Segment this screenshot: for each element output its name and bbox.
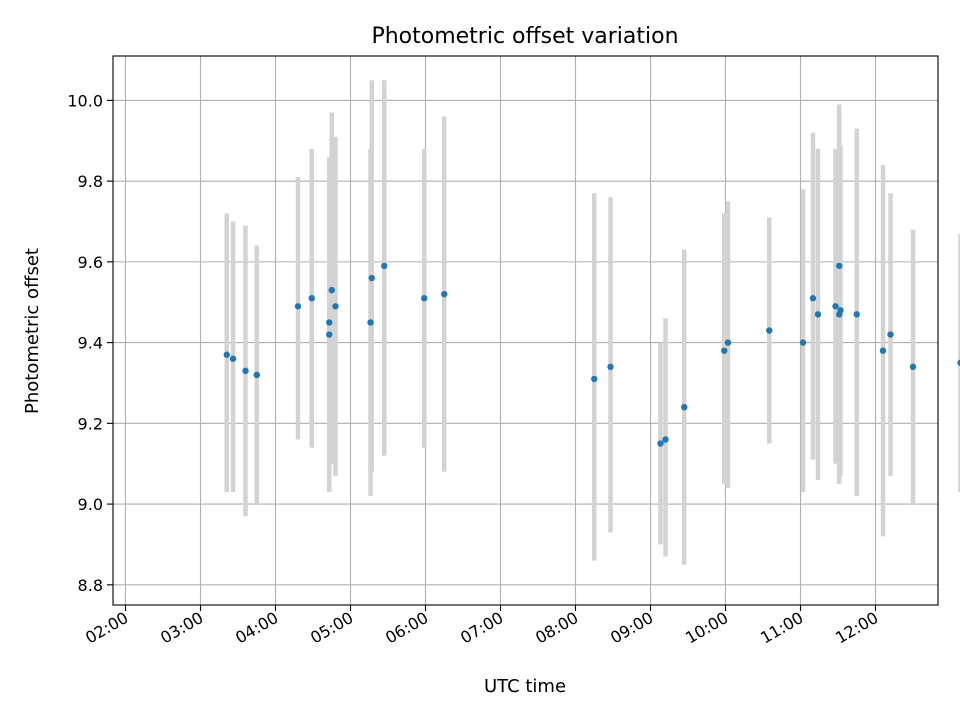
data-point [879, 347, 887, 354]
data-point [836, 262, 843, 270]
plot-frame [112, 55, 939, 606]
x-tick-label: 02:00 [82, 608, 131, 648]
x-tick-label: 06:00 [382, 608, 431, 648]
data-point [368, 274, 375, 282]
data-point [332, 303, 339, 310]
data-point [294, 303, 302, 310]
data-point [681, 403, 688, 411]
data-point [253, 371, 260, 379]
data-points [223, 262, 960, 447]
data-point [909, 363, 917, 371]
x-tick-label: 09:00 [607, 608, 656, 648]
data-point [367, 319, 374, 326]
data-point [721, 347, 728, 354]
x-tick-label: 03:00 [157, 608, 206, 648]
data-point [766, 327, 773, 334]
error-bars [224, 80, 960, 565]
data-point [837, 307, 844, 314]
x-tick-label: 12:00 [832, 608, 881, 648]
data-point [242, 367, 249, 375]
y-tick-label: 8.8 [78, 576, 103, 595]
data-point [957, 359, 960, 366]
x-tick-label: 10:00 [682, 608, 731, 648]
data-point [326, 331, 333, 338]
data-point [662, 436, 669, 443]
y-tick-label: 9.0 [78, 495, 103, 514]
data-point [421, 295, 428, 302]
data-point [441, 290, 448, 298]
data-point [326, 319, 333, 326]
data-point [223, 351, 230, 358]
data-point [832, 303, 839, 310]
y-axis-label: Photometric offset [22, 248, 43, 414]
y-tick-label: 9.2 [78, 414, 103, 433]
x-axis-label: UTC time [484, 676, 566, 697]
data-point [887, 331, 894, 338]
data-point [853, 311, 860, 318]
data-point [328, 286, 335, 294]
data-point [799, 339, 807, 346]
y-tick-label: 9.4 [78, 334, 103, 353]
x-tick-label: 07:00 [457, 608, 506, 648]
data-point [607, 363, 614, 371]
y-tick-label: 9.8 [78, 172, 103, 191]
y-tick-label: 10.0 [67, 91, 103, 110]
x-tick-label: 04:00 [232, 608, 281, 648]
ticks: 02:00 03:00 04:00 05:00 06:00 07:00 08:00 09:00… [67, 91, 881, 647]
data-point [814, 311, 822, 318]
x-tick-label: 08:00 [532, 608, 581, 648]
data-point [809, 295, 817, 302]
data-point [308, 295, 315, 302]
data-point [229, 355, 237, 362]
data-point [591, 375, 598, 383]
chart-title: Photometric offset variation [371, 24, 678, 49]
y-tick-label: 9.6 [78, 253, 103, 272]
grid [113, 56, 938, 605]
data-point [724, 339, 732, 346]
x-tick-label: 11:00 [757, 608, 806, 648]
x-tick-label: 05:00 [307, 608, 356, 648]
data-point [381, 262, 388, 270]
data-point [657, 440, 664, 447]
